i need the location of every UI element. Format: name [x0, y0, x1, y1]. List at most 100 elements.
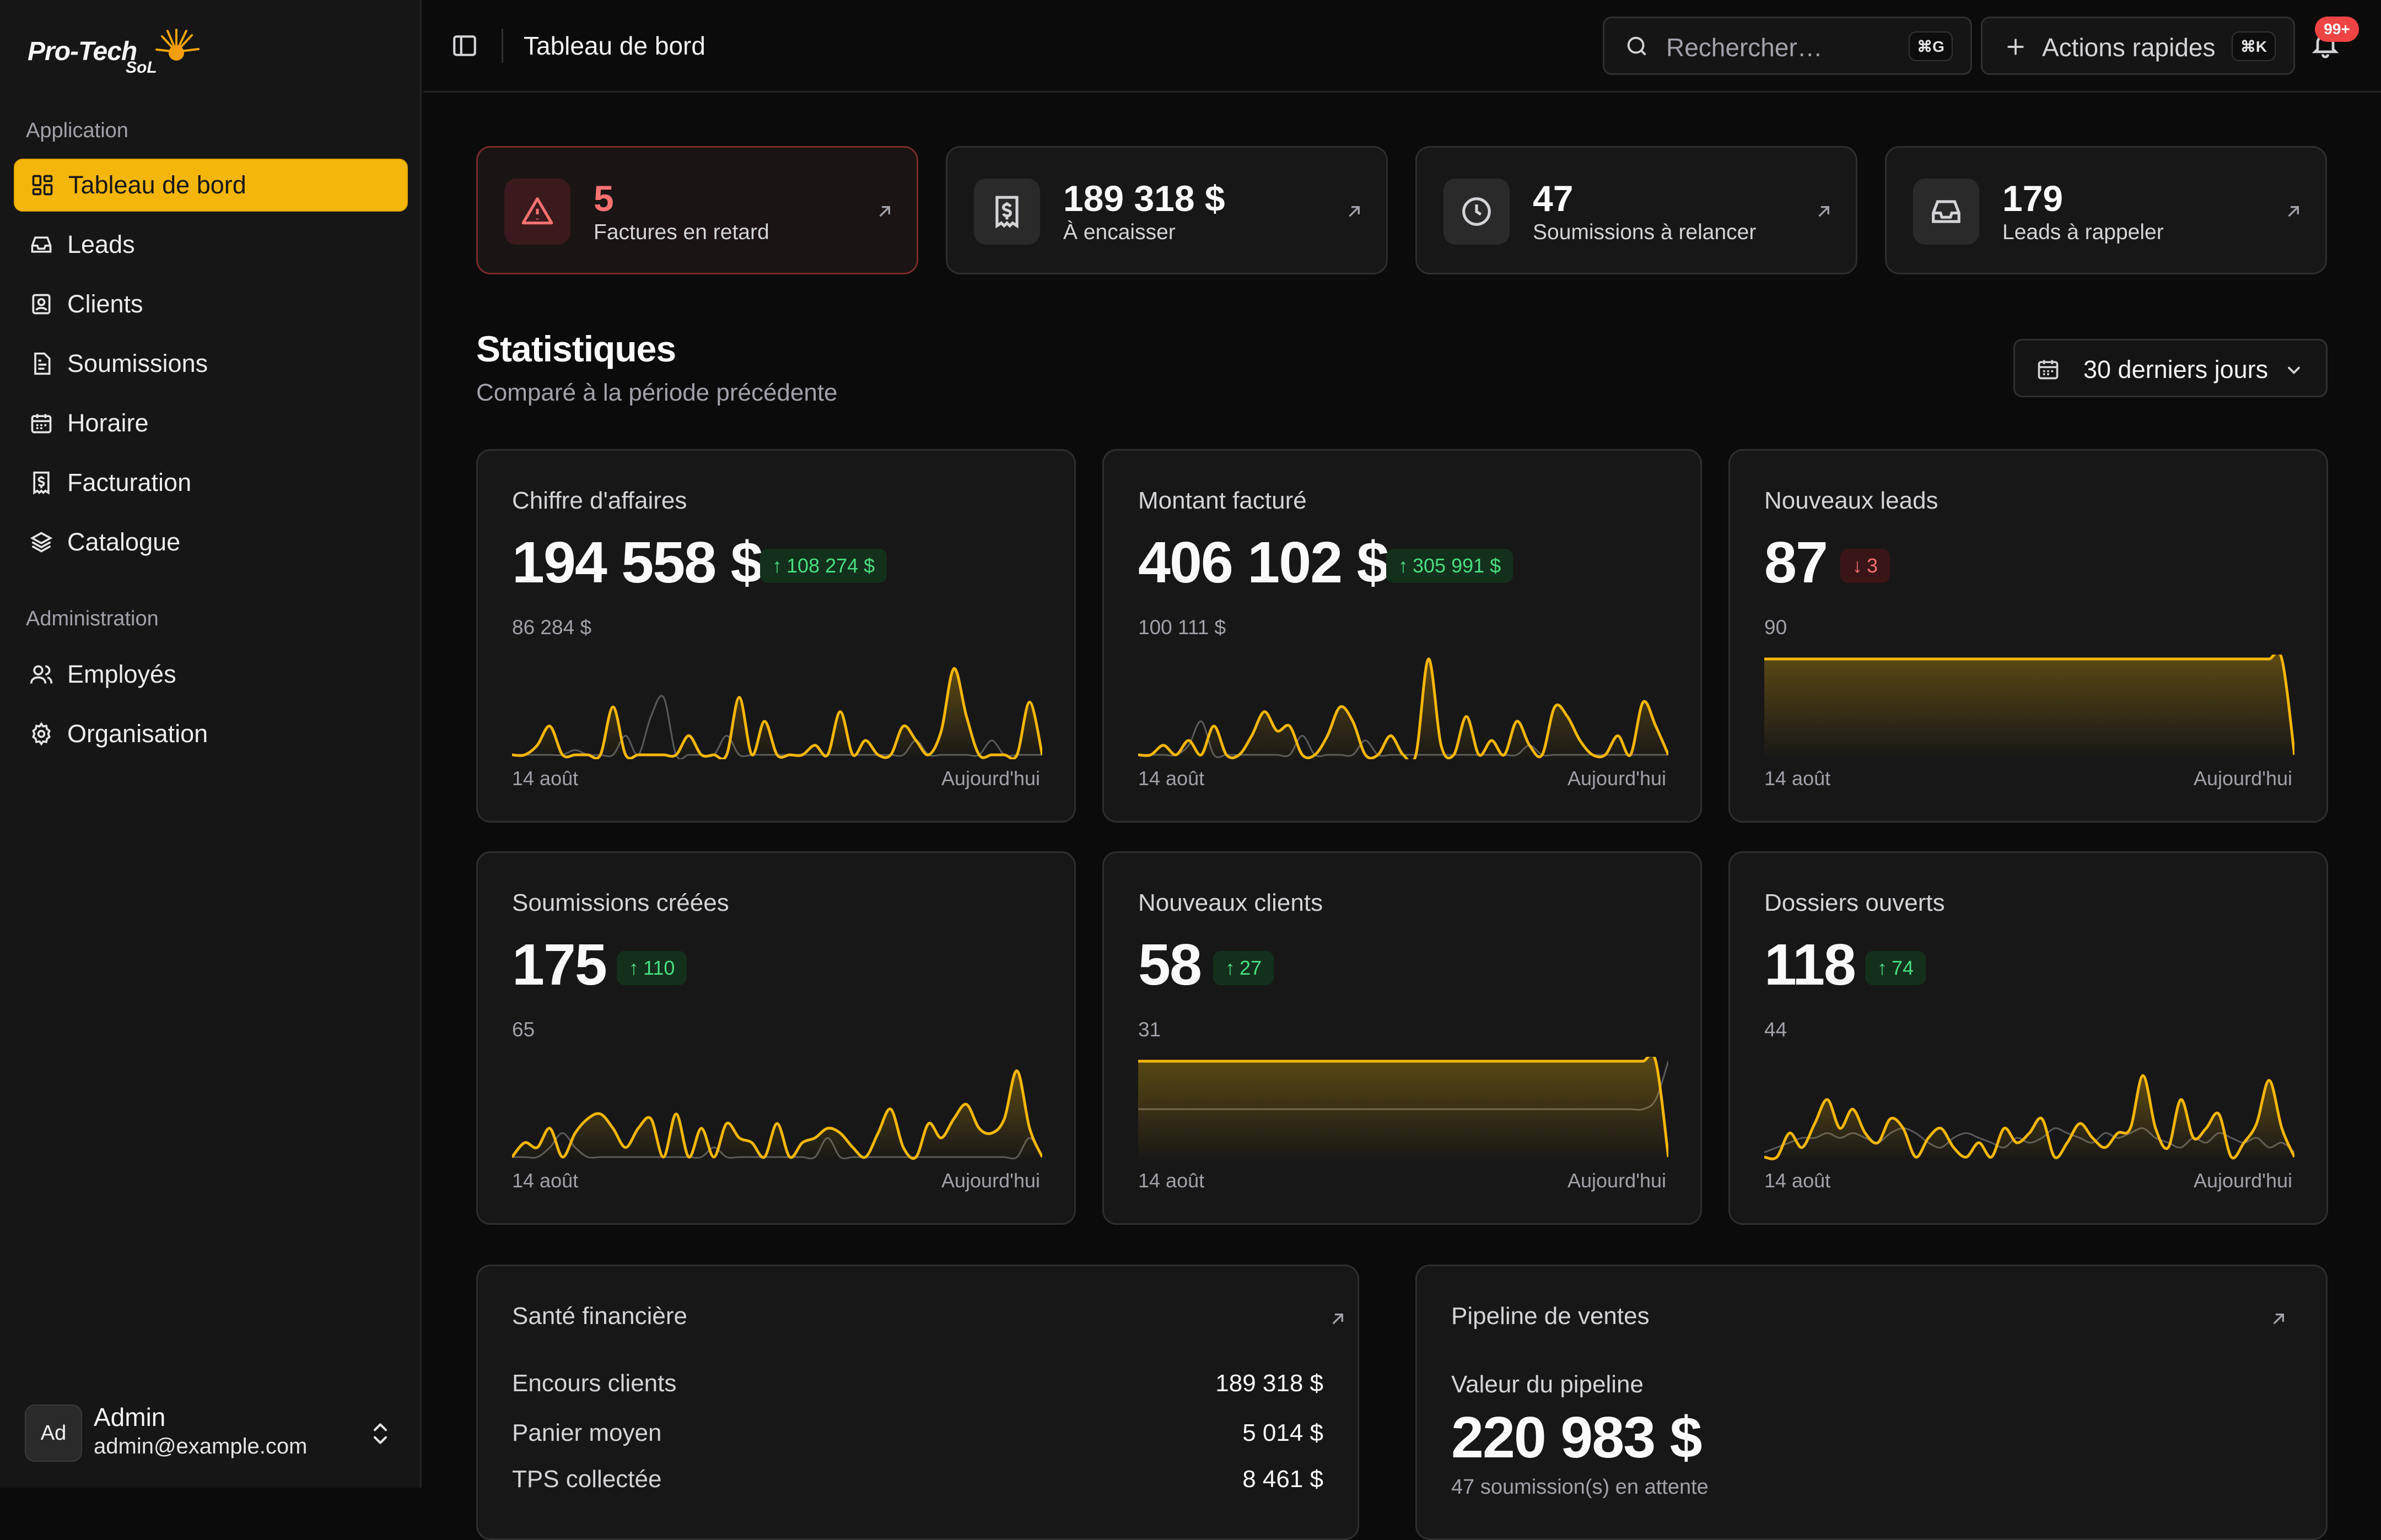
stat-card-new-leads[interactable]: Nouveaux leads 87 ↓ 3 90 14 août Aujourd'…	[1728, 449, 2328, 823]
alert-label: Factures en retard	[594, 220, 769, 244]
quick-actions-button[interactable]: Actions rapides ⌘K	[1981, 17, 2295, 75]
current-period-area	[512, 668, 1042, 759]
page-title: Tableau de bord	[524, 31, 705, 60]
section-administration: Administration	[26, 607, 159, 630]
sidebar-item-clients[interactable]: Clients	[14, 278, 408, 331]
period-select[interactable]: 30 derniers jours	[2013, 339, 2328, 397]
sidebar-item-label: Leads	[67, 230, 135, 258]
finance-row-label: TPS collectée	[512, 1466, 662, 1493]
current-period-line	[512, 1069, 1042, 1160]
calendar-icon	[2038, 360, 2059, 380]
alert-card-quotes-followup[interactable]: 47 Soumissions à relancer	[1415, 146, 1857, 274]
dashboard-icon	[29, 171, 56, 199]
sidebar-item-facturation[interactable]: Facturation	[14, 456, 408, 509]
chart-start-label: 14 août	[512, 767, 579, 790]
stat-value: 406 102 $	[1138, 530, 1389, 595]
alert-card-to-collect[interactable]: 189 318 $ À encaisser	[946, 146, 1388, 274]
current-period-area	[1138, 1057, 1668, 1161]
alert-label: Leads à rappeler	[2002, 220, 2164, 244]
brand-logo[interactable]: Pro-Tech SoL	[26, 24, 200, 79]
current-period-line	[1138, 657, 1668, 759]
notification-badge: 99+	[2315, 17, 2359, 42]
arrow-up-right-icon	[879, 206, 890, 217]
stat-delta-badge: ↑ 27	[1213, 951, 1274, 985]
pipeline-title: Pipeline de ventes	[1451, 1303, 1650, 1330]
chart-end-label: Aujourd'hui	[2194, 767, 2292, 790]
sidebar-item-horaire[interactable]: Horaire	[14, 397, 408, 450]
chart-start-label: 14 août	[1764, 767, 1831, 790]
quick-actions-label: Actions rapides	[2042, 33, 2216, 62]
arrow-up-right-icon[interactable]	[1327, 1308, 1349, 1330]
finance-row: Encours clients 189 318 $	[512, 1370, 1323, 1403]
stat-previous: 90	[1764, 616, 1787, 639]
sidebar-item-soumissions[interactable]: Soumissions	[14, 337, 408, 390]
users-icon	[28, 661, 55, 688]
layers-icon	[28, 528, 55, 556]
stat-previous: 65	[512, 1018, 535, 1041]
stat-title: Chiffre d'affaires	[512, 487, 687, 514]
pipeline-label: Valeur du pipeline	[1451, 1371, 1644, 1398]
sidebar-item-employes[interactable]: Employés	[14, 648, 408, 701]
current-period-line	[512, 667, 1042, 759]
contact-card-icon	[28, 290, 55, 318]
search-icon	[1627, 36, 1646, 56]
alert-card-leads-callback[interactable]: 179 Leads à rappeler	[1885, 146, 2327, 274]
alert-value: 189 318 $	[1063, 178, 1225, 219]
stat-card-new-clients[interactable]: Nouveaux clients 58 ↑ 27 31 14 août Aujou…	[1102, 851, 1702, 1225]
sidebar-item-organisation[interactable]: Organisation	[14, 707, 408, 760]
stat-title: Montant facturé	[1138, 487, 1307, 514]
sidebar-item-dashboard[interactable]: Tableau de bord	[14, 159, 408, 212]
chevron-down-icon	[2288, 366, 2300, 375]
document-icon	[28, 350, 55, 377]
user-menu[interactable]: Ad Admin admin@example.com	[25, 1402, 405, 1464]
sidebar-item-leads[interactable]: Leads	[14, 218, 408, 271]
search-input[interactable]: Rechercher… ⌘G	[1603, 17, 1972, 75]
sparkline-chart	[1138, 1057, 1668, 1161]
alert-card-overdue-invoices[interactable]: 5 Factures en retard	[476, 146, 918, 274]
sidebar-item-label: Soumissions	[67, 349, 208, 377]
stat-card-open-files[interactable]: Dossiers ouverts 118 ↑ 74 44 14 août Aujo…	[1728, 851, 2328, 1225]
sparkline-chart	[1764, 1074, 2294, 1161]
chart-start-label: 14 août	[1138, 1169, 1205, 1192]
stat-delta-badge: ↑ 74	[1865, 951, 1926, 985]
current-period-line	[1764, 1074, 2294, 1160]
brand-sub: SoL	[126, 58, 157, 77]
sparkline-chart	[1764, 655, 2294, 759]
stat-card-invoiced[interactable]: Montant facturé 406 102 $ ↑ 305 991 $ 100…	[1102, 449, 1702, 823]
stat-delta-badge: ↑ 110	[617, 951, 687, 985]
arrow-up-right-icon[interactable]	[2267, 1308, 2290, 1330]
sparkline-chart	[1138, 657, 1668, 759]
stats-subtitle: Comparé à la période précédente	[476, 379, 838, 406]
sidebar-toggle-icon[interactable]	[451, 32, 478, 60]
search-placeholder: Rechercher…	[1666, 33, 1823, 62]
stat-value: 175	[512, 932, 607, 997]
finance-card[interactable]: Santé financière Encours clients 189 318…	[476, 1265, 1359, 1540]
arrow-up-icon: ↑	[1877, 957, 1887, 979]
alert-value: 179	[2002, 178, 2064, 219]
pipeline-value: 220 983 $	[1451, 1405, 1703, 1470]
inbox-icon	[1913, 179, 1979, 245]
chevrons-up-down-icon	[373, 1423, 387, 1444]
current-period-area	[1764, 655, 2294, 759]
quick-actions-shortcut: ⌘K	[2232, 31, 2276, 61]
avatar: Ad	[25, 1404, 82, 1462]
chart-end-label: Aujourd'hui	[2194, 1169, 2292, 1192]
calendar-icon	[28, 409, 55, 437]
arrow-up-icon: ↑	[1225, 957, 1235, 979]
arrow-down-icon: ↓	[1852, 554, 1862, 577]
sidebar-item-catalogue[interactable]: Catalogue	[14, 516, 408, 569]
stat-title: Nouveaux leads	[1764, 487, 1938, 514]
finance-row-value: 8 461 $	[1242, 1466, 1323, 1493]
stat-previous: 86 284 $	[512, 616, 592, 639]
brand-name: Pro-Tech	[28, 37, 137, 66]
plus-icon	[2007, 39, 2024, 55]
stat-card-quotes-created[interactable]: Soumissions créées 175 ↑ 110 65 14 août A…	[476, 851, 1076, 1225]
receipt-dollar-icon	[28, 469, 55, 496]
stat-delta-badge: ↑ 108 274 $	[760, 549, 887, 583]
search-shortcut: ⌘G	[1909, 31, 1953, 61]
stat-card-revenue[interactable]: Chiffre d'affaires 194 558 $ ↑ 108 274 $ …	[476, 449, 1076, 823]
stat-value: 58	[1138, 932, 1202, 997]
pipeline-card[interactable]: Pipeline de ventes Valeur du pipeline 22…	[1415, 1265, 2328, 1540]
sparkline-chart	[512, 667, 1042, 759]
warning-triangle-icon	[504, 179, 570, 245]
